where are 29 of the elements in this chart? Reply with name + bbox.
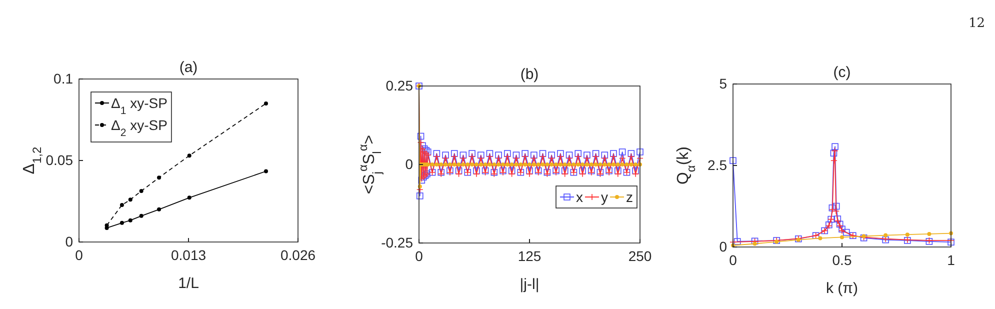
x-axis-title: k (π) (826, 280, 858, 297)
y-tick-label: 0.1 (54, 70, 74, 86)
y-tick-label: 2.5 (708, 156, 728, 173)
x-tick-label: 0.5 (832, 252, 852, 268)
y-tick-label: 0.05 (46, 152, 74, 168)
y-tick-label: 0 (65, 233, 74, 250)
legend-label: Δ$_{1}$ xy-SP (111, 95, 168, 117)
legend-label: z (626, 189, 633, 205)
y-tick-label: -0.25 (381, 234, 414, 250)
x-tick-label: 0 (75, 246, 84, 263)
legend-label: x (576, 189, 583, 205)
y-tick-label: 0.25 (386, 77, 414, 94)
x-tick-label: 0.026 (280, 246, 316, 263)
chart-title: (a) (179, 59, 198, 76)
x-tick-label: 1 (947, 252, 956, 268)
y-tick-label: 0 (405, 156, 414, 172)
y-tick-label: 5 (719, 75, 728, 92)
legend-label: y (601, 189, 608, 205)
legend-label: Δ$_{2}$ xy-SP (111, 117, 168, 139)
x-tick-label: 250 (628, 248, 652, 264)
x-tick-label: 0 (729, 252, 738, 268)
x-tick-label: 125 (518, 248, 542, 264)
chart-title: (c) (833, 64, 851, 81)
text: 12 (968, 16, 985, 31)
chart-title: (b) (520, 66, 539, 83)
x-axis-title: |j-l| (520, 276, 540, 293)
x-tick-label: 0.013 (170, 246, 206, 263)
x-tick-label: 0 (415, 248, 424, 264)
x-axis-title: 1/L (178, 275, 199, 292)
